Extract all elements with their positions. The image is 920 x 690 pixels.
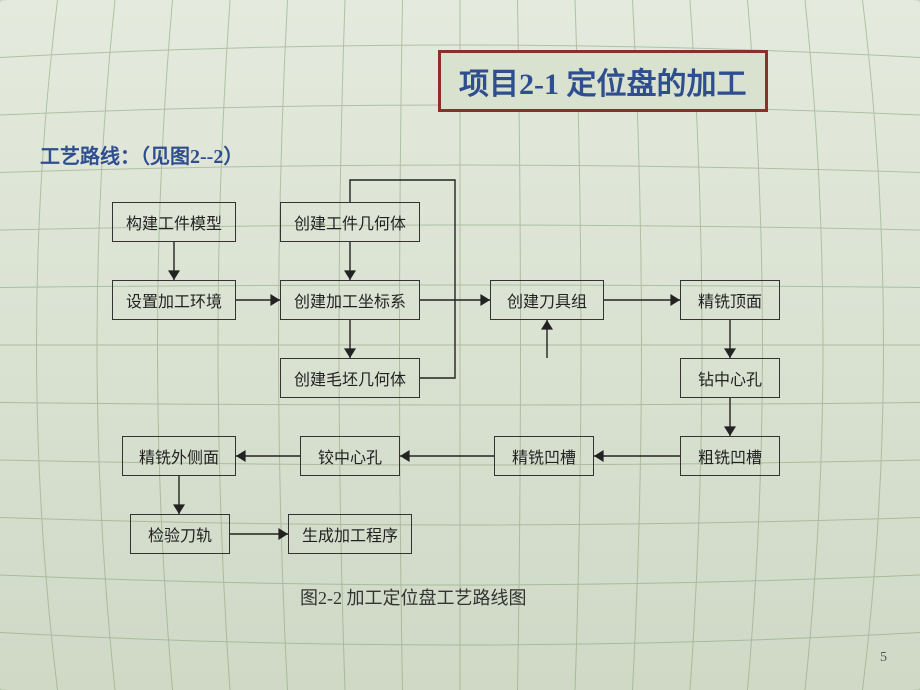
figure-caption-text: 图2-2 加工定位盘工艺路线图 bbox=[300, 588, 527, 608]
flow-node: 钻中心孔 bbox=[680, 358, 780, 398]
page-number: 5 bbox=[880, 650, 887, 666]
flow-node: 设置加工环境 bbox=[112, 280, 236, 320]
flow-node-label: 创建刀具组 bbox=[507, 288, 587, 312]
flow-node-label: 精铣顶面 bbox=[698, 288, 762, 312]
flow-node: 生成加工程序 bbox=[288, 514, 412, 554]
flow-node: 检验刀轨 bbox=[130, 514, 230, 554]
flow-node-label: 创建工件几何体 bbox=[294, 210, 406, 234]
flow-node-label: 钻中心孔 bbox=[698, 366, 762, 390]
flow-node: 铰中心孔 bbox=[300, 436, 400, 476]
flow-node-label: 设置加工环境 bbox=[126, 288, 222, 312]
flow-node: 创建刀具组 bbox=[490, 280, 604, 320]
flow-node: 精铣外侧面 bbox=[122, 436, 236, 476]
flow-node-label: 构建工件模型 bbox=[126, 210, 222, 234]
page-number-text: 5 bbox=[880, 650, 887, 665]
flow-node-label: 精铣凹槽 bbox=[512, 444, 576, 468]
flow-node: 精铣顶面 bbox=[680, 280, 780, 320]
flow-node-label: 创建加工坐标系 bbox=[294, 288, 406, 312]
flow-node-label: 创建毛坯几何体 bbox=[294, 366, 406, 390]
flow-node: 创建加工坐标系 bbox=[280, 280, 420, 320]
flow-node: 创建工件几何体 bbox=[280, 202, 420, 242]
flow-node-label: 检验刀轨 bbox=[148, 522, 212, 546]
flow-node: 精铣凹槽 bbox=[494, 436, 594, 476]
slide-stage: 项目2-1 定位盘的加工 工艺路线：（见图2--2） 构建工件模型创建工件几何体… bbox=[0, 0, 920, 690]
flow-node: 创建毛坯几何体 bbox=[280, 358, 420, 398]
flow-node-label: 铰中心孔 bbox=[318, 444, 382, 468]
flow-node: 构建工件模型 bbox=[112, 202, 236, 242]
flow-node: 粗铣凹槽 bbox=[680, 436, 780, 476]
figure-caption: 图2-2 加工定位盘工艺路线图 bbox=[300, 584, 527, 610]
flow-node-label: 粗铣凹槽 bbox=[698, 444, 762, 468]
flow-node-label: 生成加工程序 bbox=[302, 522, 398, 546]
flow-node-label: 精铣外侧面 bbox=[139, 444, 219, 468]
